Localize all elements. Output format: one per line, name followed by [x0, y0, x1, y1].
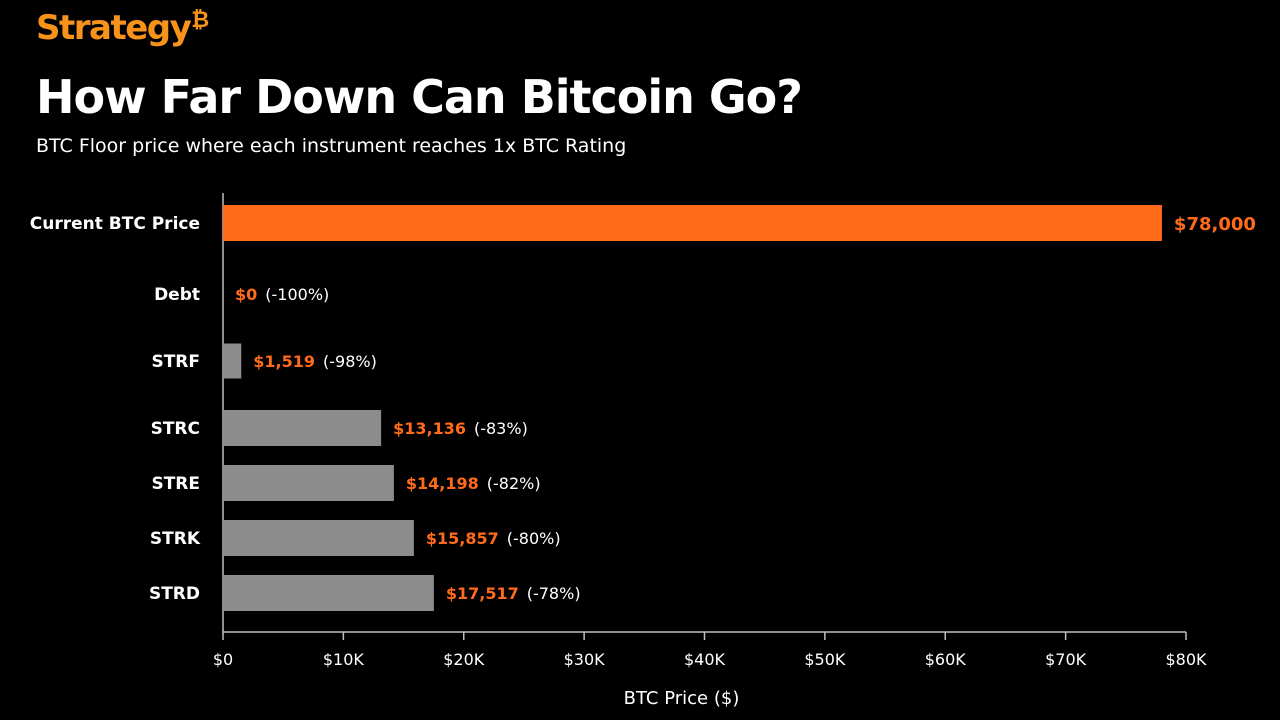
value-label: $17,517: [446, 584, 519, 603]
data-label: $13,136 (-83%): [393, 419, 528, 438]
category-label: Debt: [154, 285, 200, 305]
x-tick-label: $20K: [443, 650, 485, 669]
brand-logo: Strategy₿: [36, 8, 209, 48]
x-tick-label: $80K: [1165, 650, 1207, 669]
bar: [223, 343, 242, 379]
x-tick-label: $0: [213, 650, 233, 669]
data-label: $78,000: [1174, 214, 1256, 235]
category-label: STRE: [151, 474, 200, 494]
value-label: $0: [235, 285, 257, 304]
percent-label: (-83%): [474, 419, 528, 438]
page-subtitle: BTC Floor price where each instrument re…: [36, 135, 627, 157]
value-label: $14,198: [406, 474, 479, 493]
bar: [223, 410, 382, 446]
percent-label: (-100%): [265, 285, 329, 304]
value-label: $15,857: [426, 529, 499, 548]
percent-label: (-80%): [507, 529, 561, 548]
x-tick-label: $30K: [564, 650, 606, 669]
category-label: Current BTC Price: [30, 214, 200, 234]
category-label: STRC: [151, 419, 200, 439]
x-tick-label: $70K: [1045, 650, 1087, 669]
bar: [223, 575, 434, 611]
percent-label: (-78%): [527, 584, 581, 603]
data-label: $1,519 (-98%): [253, 352, 377, 371]
category-label: STRK: [150, 529, 201, 549]
data-label: $17,517 (-78%): [446, 584, 581, 603]
data-label: $15,857 (-80%): [426, 529, 561, 548]
bar: [223, 205, 1162, 241]
data-label: $0 (-100%): [235, 285, 329, 304]
brand-name: Strategy: [36, 8, 192, 48]
page-title: How Far Down Can Bitcoin Go?: [36, 70, 803, 124]
bar: [223, 465, 394, 501]
bar: [223, 520, 414, 556]
x-tick-label: $60K: [925, 650, 967, 669]
value-label: $1,519: [253, 352, 315, 371]
percent-label: (-82%): [487, 474, 541, 493]
x-tick-label: $40K: [684, 650, 726, 669]
category-label: STRD: [149, 584, 200, 604]
bitcoin-mark-icon: ₿: [191, 8, 209, 33]
x-tick-label: $50K: [804, 650, 846, 669]
x-axis-title: BTC Price ($): [624, 688, 740, 709]
x-tick-label: $10K: [323, 650, 365, 669]
category-label: STRF: [151, 352, 200, 372]
data-label: $14,198 (-82%): [406, 474, 541, 493]
value-label: $78,000: [1174, 214, 1256, 235]
value-label: $13,136: [393, 419, 466, 438]
percent-label: (-98%): [323, 352, 377, 371]
